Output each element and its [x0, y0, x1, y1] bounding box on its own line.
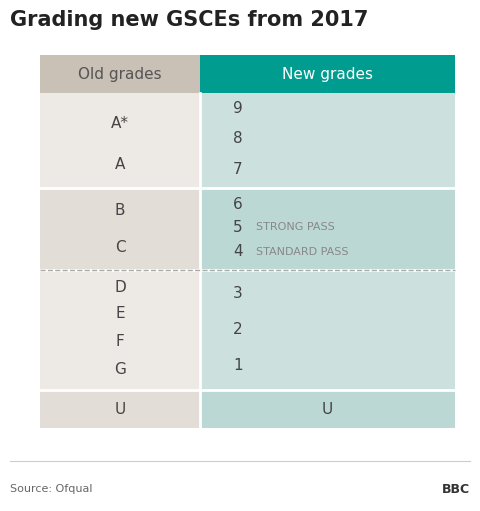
Text: G: G — [114, 362, 126, 377]
Bar — [200, 55, 455, 93]
Bar — [40, 270, 200, 390]
Text: STRONG PASS: STRONG PASS — [256, 222, 335, 233]
Bar — [200, 188, 455, 270]
Text: Old grades: Old grades — [78, 66, 162, 81]
Text: A*: A* — [111, 116, 129, 131]
Text: 2: 2 — [233, 322, 243, 337]
Text: 1: 1 — [233, 359, 243, 374]
Text: C: C — [115, 240, 125, 254]
Text: D: D — [114, 281, 126, 295]
Text: BBC: BBC — [442, 482, 470, 496]
Bar — [40, 93, 200, 188]
Text: U: U — [322, 402, 333, 416]
Bar — [200, 270, 455, 390]
Bar — [40, 390, 200, 428]
Text: 5: 5 — [233, 220, 243, 235]
Bar — [40, 188, 200, 270]
Text: U: U — [114, 402, 126, 416]
Text: A: A — [115, 157, 125, 172]
Text: 6: 6 — [233, 197, 243, 212]
Text: 7: 7 — [233, 161, 243, 176]
Text: 3: 3 — [233, 287, 243, 301]
Text: Grading new GSCEs from 2017: Grading new GSCEs from 2017 — [10, 10, 368, 30]
Text: 8: 8 — [233, 131, 243, 146]
Text: F: F — [116, 335, 124, 350]
Bar — [200, 93, 455, 188]
Text: Source: Ofqual: Source: Ofqual — [10, 484, 93, 494]
Text: B: B — [115, 203, 125, 219]
Text: New grades: New grades — [282, 66, 373, 81]
Text: E: E — [115, 306, 125, 321]
Bar — [200, 390, 455, 428]
Text: 9: 9 — [233, 101, 243, 115]
Bar — [40, 55, 200, 93]
Text: STANDARD PASS: STANDARD PASS — [256, 247, 348, 257]
Text: 4: 4 — [233, 244, 243, 260]
